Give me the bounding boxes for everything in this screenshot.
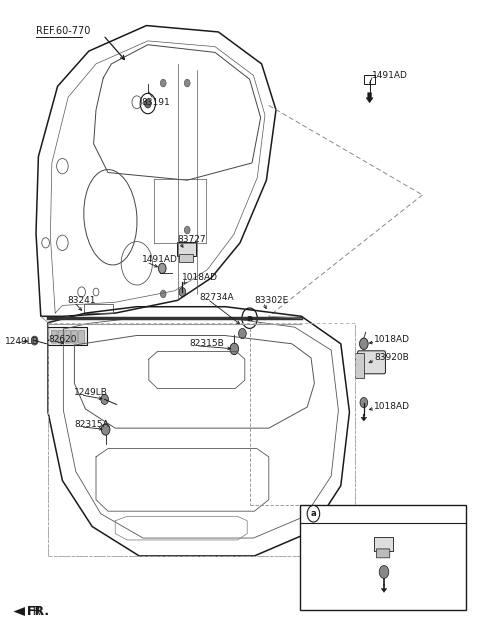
FancyBboxPatch shape	[65, 330, 71, 343]
FancyBboxPatch shape	[177, 242, 196, 256]
Text: FR.: FR.	[26, 605, 49, 618]
Text: 82315B: 82315B	[190, 339, 224, 348]
FancyBboxPatch shape	[364, 75, 375, 84]
Text: 1243AE: 1243AE	[306, 573, 341, 582]
Circle shape	[184, 226, 190, 234]
Text: 82315A: 82315A	[74, 420, 109, 429]
FancyArrow shape	[361, 414, 367, 421]
Text: 82620: 82620	[48, 335, 76, 344]
Circle shape	[101, 394, 108, 404]
FancyBboxPatch shape	[58, 330, 64, 343]
Circle shape	[360, 397, 368, 408]
Circle shape	[242, 308, 257, 328]
Circle shape	[239, 328, 246, 339]
FancyBboxPatch shape	[72, 330, 77, 343]
FancyBboxPatch shape	[358, 351, 385, 374]
Text: 83302E: 83302E	[254, 296, 288, 305]
FancyArrow shape	[381, 585, 387, 592]
FancyBboxPatch shape	[79, 330, 84, 343]
FancyBboxPatch shape	[376, 549, 390, 558]
FancyBboxPatch shape	[51, 330, 57, 343]
Circle shape	[160, 79, 166, 87]
Text: a: a	[247, 314, 252, 323]
Text: 1018AD: 1018AD	[374, 335, 410, 344]
Circle shape	[307, 505, 320, 522]
Circle shape	[179, 288, 186, 296]
Circle shape	[158, 263, 166, 273]
Text: 1018AD: 1018AD	[374, 402, 410, 411]
Text: 83727: 83727	[178, 235, 206, 244]
Text: 83191: 83191	[142, 98, 170, 107]
Text: 82734A: 82734A	[199, 293, 234, 302]
Polygon shape	[13, 607, 25, 616]
Text: a: a	[311, 509, 316, 518]
FancyBboxPatch shape	[374, 537, 393, 551]
Text: 1249LB: 1249LB	[5, 337, 39, 346]
Text: 1018AD: 1018AD	[182, 273, 218, 282]
Text: 93580A: 93580A	[306, 546, 341, 555]
FancyBboxPatch shape	[300, 505, 466, 610]
Text: 83241: 83241	[67, 296, 96, 305]
FancyBboxPatch shape	[355, 353, 364, 378]
Circle shape	[379, 566, 389, 578]
FancyArrow shape	[366, 93, 373, 103]
Circle shape	[31, 336, 38, 345]
Circle shape	[360, 338, 368, 350]
Text: 1491AD: 1491AD	[142, 255, 178, 264]
Circle shape	[160, 290, 166, 298]
FancyBboxPatch shape	[48, 327, 87, 345]
Circle shape	[101, 424, 110, 435]
Text: 83920B: 83920B	[374, 353, 409, 362]
Circle shape	[230, 343, 239, 355]
FancyBboxPatch shape	[179, 254, 193, 262]
Text: 1249LB: 1249LB	[74, 389, 108, 397]
Circle shape	[184, 79, 190, 87]
Circle shape	[144, 99, 151, 108]
Text: FR.: FR.	[26, 605, 45, 618]
Text: 1491AD: 1491AD	[372, 71, 408, 80]
Text: REF.60-770: REF.60-770	[36, 26, 90, 36]
